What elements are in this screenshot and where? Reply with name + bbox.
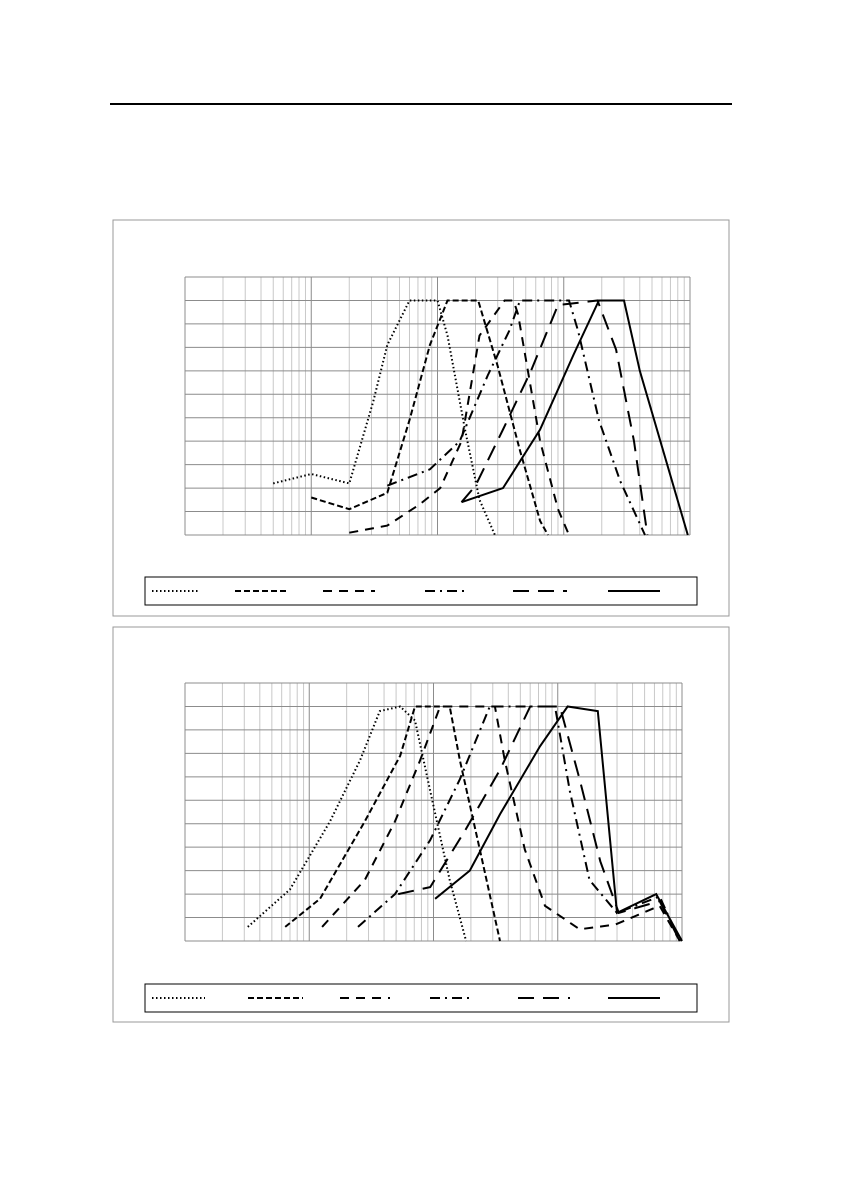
series-line <box>386 299 646 536</box>
series-line <box>397 705 681 942</box>
series-line <box>349 299 570 536</box>
series-line <box>434 705 683 942</box>
chart <box>112 219 730 617</box>
series-line <box>272 299 496 536</box>
series-line <box>357 705 681 942</box>
series-line <box>311 299 549 536</box>
series-line <box>461 299 689 536</box>
chart <box>112 626 730 1023</box>
series-line <box>321 705 681 942</box>
legend <box>144 983 698 1013</box>
series-line <box>284 705 501 942</box>
